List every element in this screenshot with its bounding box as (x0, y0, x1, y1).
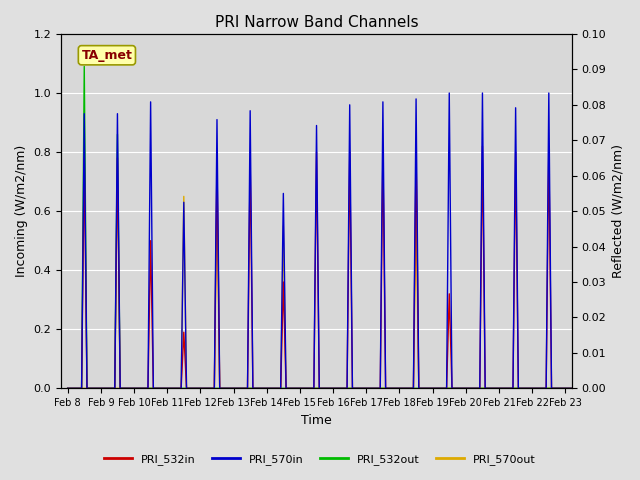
PRI_532out (91, 385, 99, 391)
PRI_570out (180, 193, 188, 199)
PRI_570out (458, 385, 465, 391)
PRI_570in (595, 385, 602, 391)
Line: PRI_570out: PRI_570out (68, 196, 598, 388)
X-axis label: Time: Time (301, 414, 332, 427)
PRI_570in (256, 385, 264, 391)
Line: PRI_532out: PRI_532out (68, 66, 598, 388)
Legend: PRI_532in, PRI_570in, PRI_532out, PRI_570out: PRI_532in, PRI_570in, PRI_532out, PRI_57… (100, 450, 540, 469)
Y-axis label: Incoming (W/m2/nm): Incoming (W/m2/nm) (15, 145, 28, 277)
PRI_570out (64, 385, 72, 391)
PRI_532in (458, 385, 465, 391)
PRI_532out (378, 385, 386, 391)
PRI_570out (486, 385, 493, 391)
PRI_570out (378, 385, 386, 391)
PRI_532out (595, 385, 602, 391)
PRI_532out (486, 385, 493, 391)
PRI_570in (64, 385, 72, 391)
PRI_570out (595, 385, 602, 391)
PRI_570in (486, 385, 493, 391)
PRI_532in (64, 385, 72, 391)
PRI_570in (445, 90, 453, 96)
PRI_570in (458, 385, 465, 391)
PRI_570out (401, 385, 409, 391)
PRI_532in (256, 385, 264, 391)
Title: PRI Narrow Band Channels: PRI Narrow Band Channels (214, 15, 419, 30)
PRI_570in (90, 385, 98, 391)
PRI_532out (64, 385, 72, 391)
PRI_570out (256, 385, 264, 391)
PRI_532out (256, 385, 264, 391)
PRI_532out (81, 63, 88, 69)
PRI_570out (90, 385, 98, 391)
PRI_532in (401, 385, 409, 391)
PRI_570in (378, 221, 386, 227)
PRI_532in (90, 385, 98, 391)
Y-axis label: Reflected (W/m2/nm): Reflected (W/m2/nm) (612, 144, 625, 278)
PRI_570in (401, 385, 409, 391)
Text: TA_met: TA_met (81, 49, 132, 62)
PRI_532out (458, 385, 465, 391)
Line: PRI_532in: PRI_532in (68, 146, 598, 388)
PRI_532in (378, 250, 386, 255)
Line: PRI_570in: PRI_570in (68, 93, 598, 388)
PRI_532in (479, 144, 486, 149)
PRI_532out (401, 385, 409, 391)
PRI_532in (486, 385, 493, 391)
PRI_532in (595, 385, 602, 391)
